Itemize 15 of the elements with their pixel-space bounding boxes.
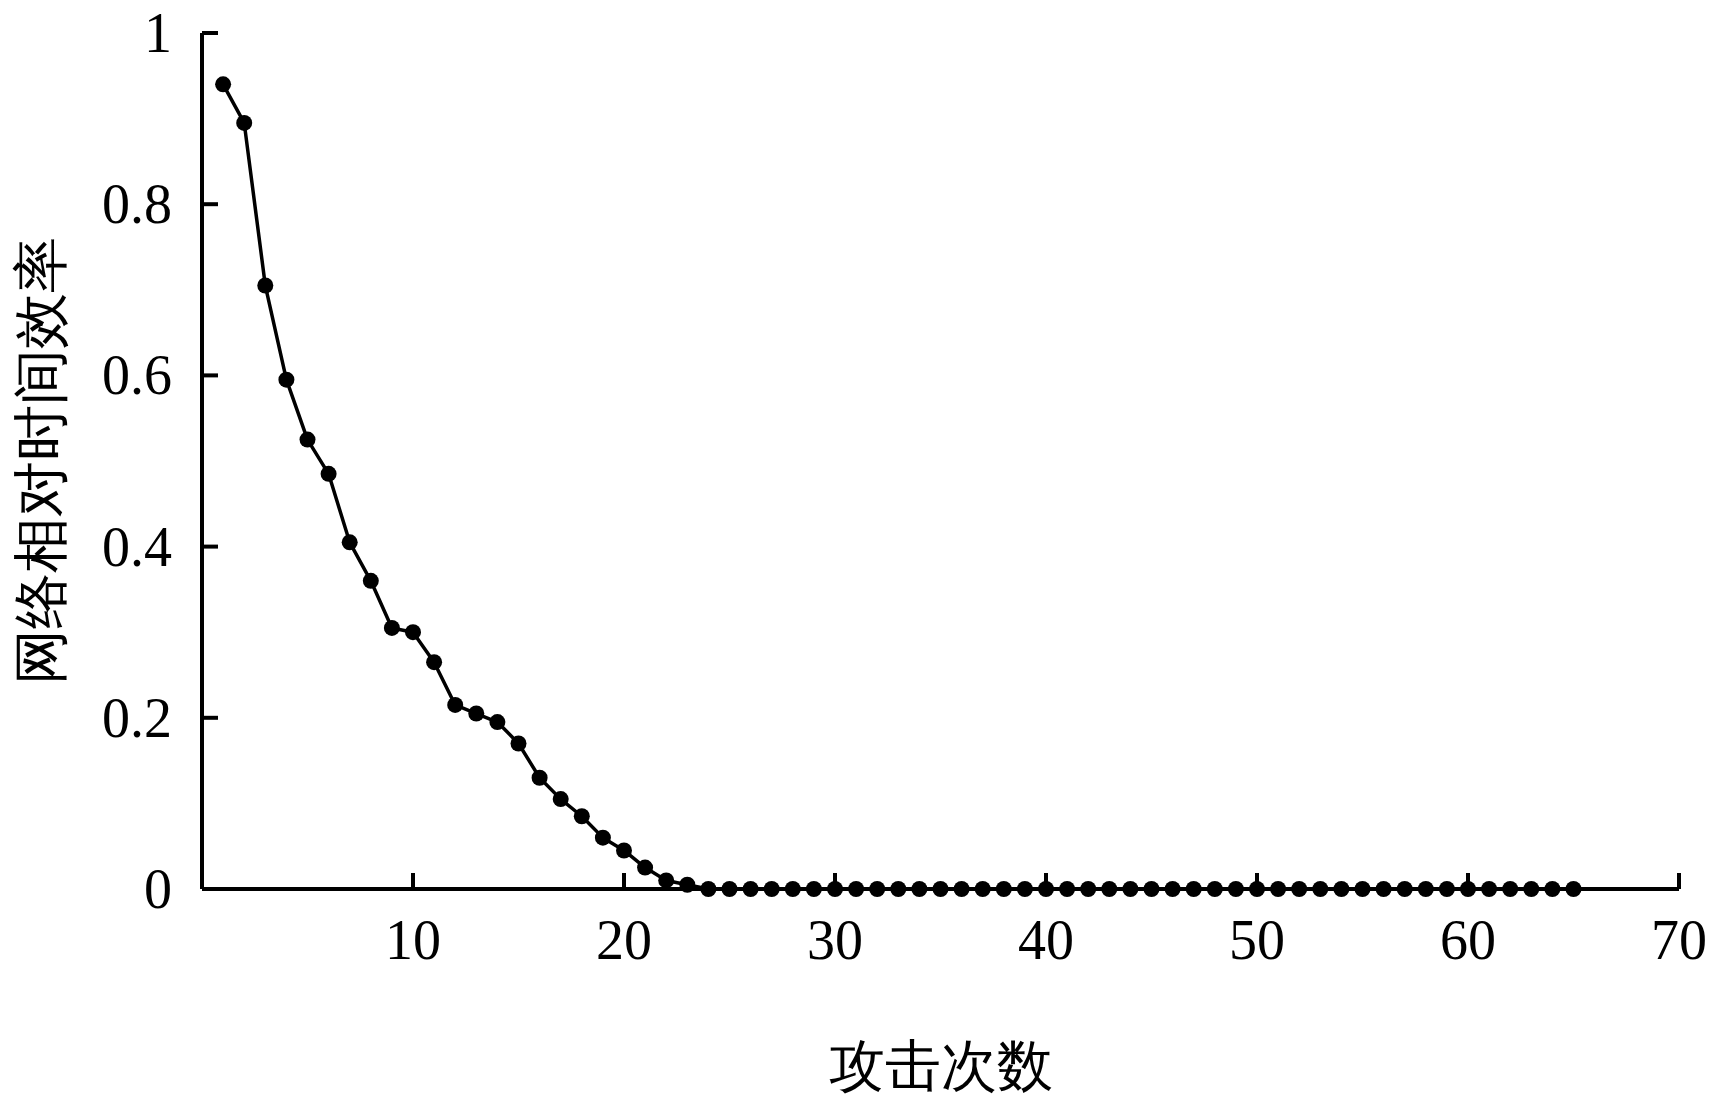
x-tick-label: 50	[1229, 909, 1285, 971]
y-tick-label: 1	[144, 2, 172, 64]
y-tick-label: 0.6	[102, 344, 172, 407]
x-tick-label: 40	[1018, 909, 1074, 971]
x-tick-label: 10	[385, 909, 441, 971]
x-tick-label: 70	[1651, 909, 1707, 971]
x-tick-label: 60	[1440, 909, 1496, 971]
y-tick-label: 0.8	[102, 173, 172, 236]
x-tick-label: 30	[807, 909, 863, 971]
y-tick-label: 0	[144, 858, 172, 920]
x-tick-label: 20	[596, 909, 652, 971]
y-axis-title: 网络相对时间效率	[10, 237, 72, 685]
x-axis-title: 攻击次数	[828, 1035, 1053, 1097]
y-tick-label: 0.2	[102, 686, 172, 749]
y-tick-label: 0.4	[102, 515, 172, 578]
